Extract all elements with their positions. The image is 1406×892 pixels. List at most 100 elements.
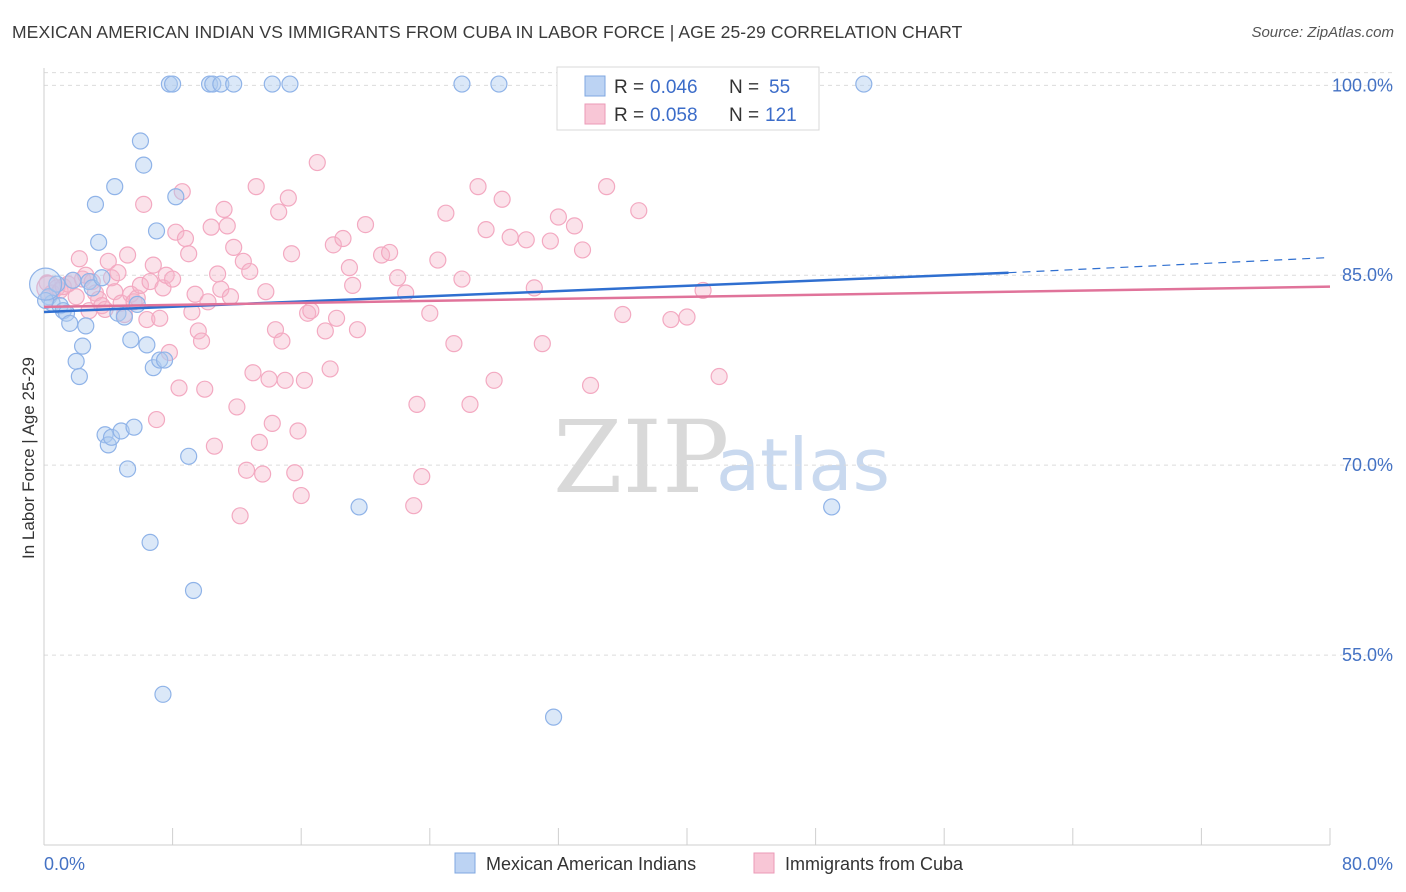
data-point-cuba bbox=[710, 367, 728, 386]
data-point-cuba bbox=[348, 321, 367, 339]
data-point-cuba bbox=[67, 288, 85, 306]
data-point-cuba bbox=[289, 422, 307, 440]
data-point-cuba bbox=[273, 332, 291, 350]
bottom-legend-swatch-blue bbox=[454, 852, 476, 874]
bottom-legend: Mexican American Indians Immigrants from… bbox=[454, 852, 964, 874]
data-point-cuba bbox=[144, 256, 162, 274]
data-point-mexican-american-indian bbox=[131, 132, 150, 150]
data-point-mexican-american-indian bbox=[350, 498, 368, 516]
data-point-cuba bbox=[99, 252, 117, 270]
data-point-cuba bbox=[151, 309, 169, 327]
data-point-cuba bbox=[408, 395, 426, 413]
data-point-mexican-american-indian bbox=[93, 269, 111, 287]
data-point-cuba bbox=[170, 379, 188, 397]
data-point-mexican-american-indian bbox=[164, 75, 182, 93]
data-point-mexican-american-indian bbox=[151, 351, 169, 369]
trend-line-cuba bbox=[43, 285, 1331, 309]
data-point-cuba bbox=[485, 371, 503, 389]
data-point-cuba bbox=[614, 305, 632, 324]
data-point-cuba bbox=[205, 437, 223, 455]
data-point-mexican-american-indian bbox=[453, 75, 471, 93]
data-point-cuba bbox=[598, 178, 616, 196]
legend-box: R = 0.046 N = 55 R = 0.058 N = 121 bbox=[556, 66, 820, 131]
data-point-cuba bbox=[493, 190, 511, 208]
data-point-mexican-american-indian bbox=[102, 428, 121, 446]
data-point-cuba bbox=[302, 302, 320, 320]
gridlines bbox=[44, 72, 1395, 656]
data-point-cuba bbox=[429, 251, 447, 269]
data-point-cuba bbox=[445, 335, 463, 353]
data-point-cuba bbox=[453, 270, 471, 288]
data-point-cuba bbox=[192, 332, 211, 350]
data-point-cuba bbox=[327, 309, 346, 327]
data-point-cuba bbox=[477, 221, 495, 239]
data-point-cuba bbox=[525, 279, 543, 297]
data-point-mexican-american-indian bbox=[90, 233, 108, 251]
data-point-mexican-american-indian bbox=[135, 156, 153, 174]
data-point-cuba bbox=[517, 231, 535, 249]
data-point-cuba bbox=[533, 335, 551, 353]
data-point-cuba bbox=[228, 398, 246, 416]
data-point-cuba bbox=[286, 464, 304, 482]
data-point-mexican-american-indian bbox=[125, 418, 143, 436]
data-point-mexican-american-indian bbox=[112, 422, 130, 440]
data-point-cuba bbox=[241, 262, 259, 281]
data-point-cuba bbox=[254, 465, 272, 483]
data-point-mexican-american-indian bbox=[73, 337, 92, 355]
bottom-legend-label-1: Mexican American Indians bbox=[486, 854, 696, 874]
data-point-cuba bbox=[437, 204, 455, 222]
data-point-mexican-american-indian bbox=[167, 188, 185, 206]
data-point-cuba bbox=[234, 252, 252, 270]
data-point-cuba bbox=[199, 293, 217, 311]
data-point-cuba bbox=[334, 229, 352, 248]
data-point-cuba bbox=[469, 178, 487, 196]
data-point-cuba bbox=[381, 243, 399, 262]
data-point-cuba bbox=[209, 265, 227, 283]
axes bbox=[43, 68, 1331, 846]
data-point-mexican-american-indian bbox=[122, 331, 140, 349]
data-point-cuba bbox=[662, 310, 680, 329]
data-point-mexican-american-indian bbox=[86, 195, 105, 213]
y-tick-label: 70.0% bbox=[1342, 455, 1393, 475]
data-point-cuba bbox=[308, 153, 326, 172]
data-point-cuba bbox=[135, 195, 153, 213]
legend-swatch-pink bbox=[584, 103, 606, 125]
trend-lines bbox=[43, 256, 1331, 314]
data-point-cuba bbox=[541, 232, 559, 250]
tick-labels: 55.0% 70.0% 85.0% 100.0% 0.0% 80.0% bbox=[44, 75, 1393, 874]
data-point-mexican-american-indian bbox=[61, 314, 79, 332]
data-point-mexican-american-indian bbox=[64, 271, 82, 289]
data-point-mexican-american-indian bbox=[544, 708, 563, 726]
chart-title: MEXICAN AMERICAN INDIAN VS IMMIGRANTS FR… bbox=[12, 22, 963, 42]
data-point-cuba bbox=[282, 245, 301, 263]
data-point-mexican-american-indian bbox=[67, 352, 85, 370]
data-point-mexican-american-indian bbox=[180, 447, 198, 465]
data-point-cuba bbox=[257, 283, 275, 301]
legend-n-value-1: 55 bbox=[769, 77, 790, 98]
data-point-mexican-american-indian-cluster bbox=[29, 267, 63, 301]
data-point-cuba bbox=[180, 245, 198, 263]
legend-r-label-1: R = bbox=[614, 77, 644, 98]
data-point-cuba bbox=[244, 364, 262, 382]
data-point-cuba bbox=[299, 304, 317, 322]
data-point-mexican-american-indian bbox=[147, 222, 166, 240]
data-point-cuba bbox=[109, 264, 127, 282]
data-point-cuba bbox=[573, 241, 592, 259]
data-point-cuba bbox=[250, 433, 269, 451]
data-point-mexican-american-indian bbox=[212, 75, 230, 93]
trend-line-extension-mexican-american-indians bbox=[1008, 256, 1331, 274]
data-point-cuba bbox=[225, 238, 243, 256]
legend-n-label-2: N = bbox=[729, 105, 759, 126]
data-point-cuba bbox=[413, 467, 431, 486]
data-point-cuba bbox=[678, 308, 696, 326]
data-point-cuba bbox=[279, 189, 297, 207]
data-point-cuba bbox=[138, 310, 156, 329]
data-point-cuba bbox=[270, 203, 288, 221]
data-point-cuba bbox=[70, 250, 88, 268]
data-point-mexican-american-indian bbox=[154, 685, 172, 703]
data-point-cuba bbox=[549, 208, 568, 226]
data-point-cuba bbox=[356, 215, 375, 234]
legend-r-value-2: 0.058 bbox=[650, 105, 698, 126]
x-tick-label: 0.0% bbox=[44, 854, 85, 874]
